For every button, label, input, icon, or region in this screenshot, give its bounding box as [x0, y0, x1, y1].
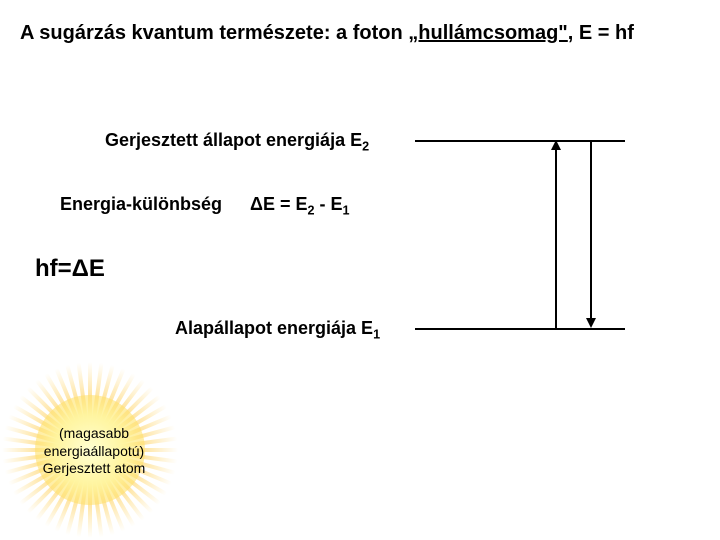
diff-eq-pre: ΔE = E [250, 194, 307, 214]
excited-text: Gerjesztett állapot energiája E [105, 130, 362, 150]
title-quoted: „hullámcsomag" [408, 22, 568, 44]
energy-diff-equation: ΔE = E2 - E1 [250, 194, 350, 218]
upper-energy-level [415, 140, 625, 142]
excited-sub: 2 [362, 140, 369, 154]
excited-state-label: Gerjesztett állapot energiája E2 [105, 130, 369, 154]
lower-energy-level [415, 328, 625, 330]
arrow-down-head [586, 318, 596, 328]
diff-label-text: Energia-különbség [60, 194, 222, 214]
arrow-up-head [551, 140, 561, 150]
ground-state-label: Alapállapot energiája E1 [175, 318, 380, 342]
arrow-up-line [555, 148, 557, 328]
page-title: A sugárzás kvantum természete: a foton „… [20, 22, 634, 45]
arrow-down-line [590, 140, 592, 320]
atom-caption: (magasabb energiaállapotú) Gerjesztett a… [34, 425, 154, 478]
energy-diff-label: Energia-különbség [60, 194, 222, 215]
diff-eq-mid: - E [314, 194, 342, 214]
diff-eq-sub2: 1 [343, 204, 350, 218]
atom-line1: (magasabb [59, 425, 129, 441]
hf-equation: hf=ΔE [35, 255, 105, 283]
title-prefix: A sugárzás kvantum természete: a foton [20, 22, 408, 44]
ground-text: Alapállapot energiája E [175, 318, 373, 338]
atom-line2: energiaállapotú) [44, 443, 144, 459]
title-suffix: , E = hf [568, 22, 634, 44]
ground-sub: 1 [373, 328, 380, 342]
atom-line3: Gerjesztett atom [43, 460, 146, 476]
